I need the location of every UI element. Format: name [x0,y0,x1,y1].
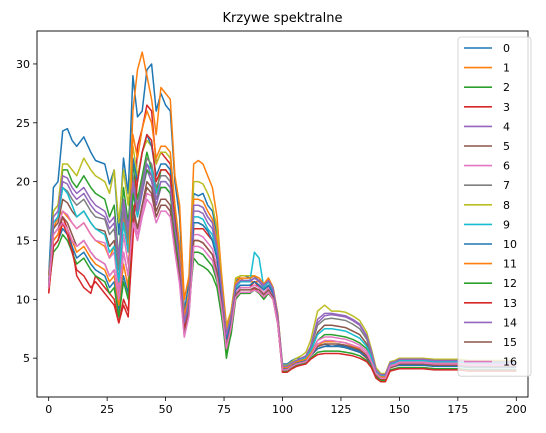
legend-label-2: 2 [503,81,510,94]
series-line-7 [47,157,517,376]
x-tick-label: 75 [217,403,231,416]
legend-label-1: 1 [503,62,510,75]
legend-label-10: 10 [503,238,517,251]
series-line-8 [47,139,517,375]
legend-label-5: 5 [503,140,510,153]
x-tick-label: 0 [45,403,52,416]
legend-label-6: 6 [503,160,510,173]
legend-label-8: 8 [503,199,510,212]
legend-label-12: 12 [503,277,517,290]
x-tick-label: 100 [272,403,293,416]
series-line-16 [47,198,517,379]
legend-box [457,36,532,377]
x-axis-ticks: 0 25 50 75 100 125 150 175 200 [45,397,527,416]
legend-label-15: 15 [503,336,517,349]
y-tick-label: 15 [16,234,30,247]
legend-label-13: 13 [503,297,517,310]
x-tick-label: 200 [506,403,527,416]
series-line-1 [47,51,517,376]
chart-title: Krzywe spektralne [223,11,343,26]
legend-label-4: 4 [503,120,510,133]
series-line-9 [47,163,517,377]
legend-label-7: 7 [503,179,510,192]
y-axis-ticks: 5 10 15 20 25 30 [16,58,37,365]
legend-label-14: 14 [503,316,517,329]
y-tick-label: 10 [16,293,30,306]
x-tick-label: 25 [100,403,114,416]
legend-label-0: 0 [503,42,510,55]
y-tick-label: 25 [16,117,30,130]
series-line-3 [47,104,517,381]
y-tick-label: 20 [16,176,30,189]
x-tick-label: 125 [330,403,351,416]
series-line-6 [47,192,517,378]
legend-label-16: 16 [503,356,517,369]
x-tick-label: 150 [389,403,410,416]
legend-label-3: 3 [503,101,510,114]
series-line-11 [47,110,517,378]
series-line-14 [47,163,517,376]
y-tick-label: 5 [23,352,30,365]
legend-label-11: 11 [503,258,517,271]
legend-label-9: 9 [503,218,510,231]
plot-layer [47,51,517,383]
y-tick-label: 30 [16,58,30,71]
x-tick-label: 50 [159,403,173,416]
x-tick-label: 175 [447,403,468,416]
